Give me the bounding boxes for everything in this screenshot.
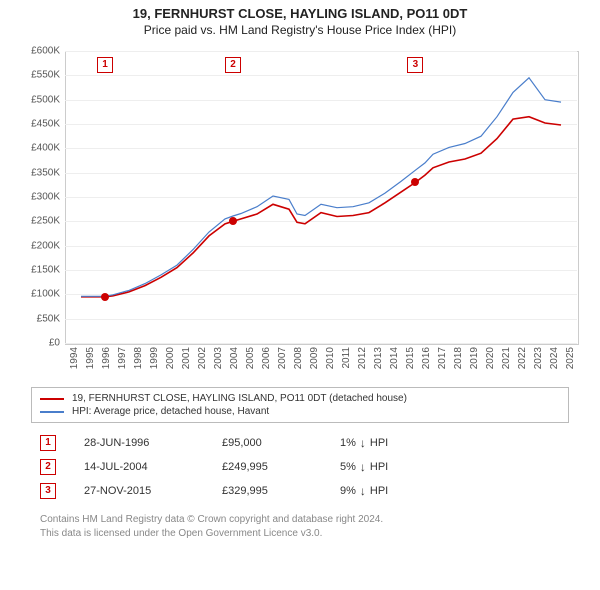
footnote-line2: This data is licensed under the Open Gov… <box>40 527 560 541</box>
x-tick-label: 2001 <box>181 347 192 377</box>
x-tick-label: 2005 <box>245 347 256 377</box>
x-tick-label: 2009 <box>309 347 320 377</box>
x-tick-label: 2006 <box>261 347 272 377</box>
x-tick-label: 2011 <box>341 347 352 377</box>
x-tick-label: 1994 <box>69 347 80 377</box>
x-tick-label: 2013 <box>373 347 384 377</box>
event-row: 3 27-NOV-2015 £329,995 9% ↓ HPI <box>40 479 560 503</box>
event-hpi: 5% ↓ HPI <box>340 460 388 474</box>
x-tick-label: 1997 <box>117 347 128 377</box>
x-tick-label: 1996 <box>101 347 112 377</box>
x-tick-label: 2016 <box>421 347 432 377</box>
legend-row: HPI: Average price, detached house, Hava… <box>40 405 560 418</box>
x-tick-label: 1998 <box>133 347 144 377</box>
legend-label: 19, FERNHURST CLOSE, HAYLING ISLAND, PO1… <box>72 393 407 404</box>
footnote: Contains HM Land Registry data © Crown c… <box>40 513 560 540</box>
event-date: 14-JUL-2004 <box>84 461 194 473</box>
event-row: 2 14-JUL-2004 £249,995 5% ↓ HPI <box>40 455 560 479</box>
event-hpi-suffix: HPI <box>370 485 388 497</box>
x-tick-label: 2024 <box>549 347 560 377</box>
legend-swatch <box>40 398 64 400</box>
series-hpi <box>81 78 561 296</box>
x-tick-label: 2017 <box>437 347 448 377</box>
arrow-down-icon: ↓ <box>360 484 366 498</box>
x-tick-label: 2000 <box>165 347 176 377</box>
event-date: 28-JUN-1996 <box>84 437 194 449</box>
chart-titles: 19, FERNHURST CLOSE, HAYLING ISLAND, PO1… <box>0 0 600 37</box>
event-price: £329,995 <box>222 485 312 497</box>
chart-marker-box: 3 <box>407 57 423 73</box>
x-tick-label: 2023 <box>533 347 544 377</box>
x-tick-label: 2018 <box>453 347 464 377</box>
x-tick-label: 2014 <box>389 347 400 377</box>
chart-area: £0£50K£100K£150K£200K£250K£300K£350K£400… <box>20 43 580 383</box>
footnote-line1: Contains HM Land Registry data © Crown c… <box>40 513 560 527</box>
x-tick-label: 1995 <box>85 347 96 377</box>
chart-marker-dot <box>101 293 109 301</box>
event-hpi: 1% ↓ HPI <box>340 436 388 450</box>
event-marker-box: 3 <box>40 483 56 499</box>
event-hpi: 9% ↓ HPI <box>340 484 388 498</box>
event-marker-box: 1 <box>40 435 56 451</box>
event-date: 27-NOV-2015 <box>84 485 194 497</box>
event-hpi-suffix: HPI <box>370 437 388 449</box>
x-tick-label: 2008 <box>293 347 304 377</box>
event-pct: 9% <box>340 485 356 497</box>
event-price: £95,000 <box>222 437 312 449</box>
chart-marker-box: 2 <box>225 57 241 73</box>
x-tick-label: 2022 <box>517 347 528 377</box>
series-price_paid <box>81 117 561 297</box>
chart-marker-dot <box>411 178 419 186</box>
title-main: 19, FERNHURST CLOSE, HAYLING ISLAND, PO1… <box>0 6 600 21</box>
event-hpi-suffix: HPI <box>370 461 388 473</box>
chart-marker-box: 1 <box>97 57 113 73</box>
x-tick-label: 2021 <box>501 347 512 377</box>
chart-marker-dot <box>229 217 237 225</box>
x-tick-label: 2015 <box>405 347 416 377</box>
arrow-down-icon: ↓ <box>360 460 366 474</box>
event-marker-box: 2 <box>40 459 56 475</box>
x-tick-label: 2020 <box>485 347 496 377</box>
x-tick-label: 2025 <box>565 347 576 377</box>
x-tick-label: 2007 <box>277 347 288 377</box>
legend-swatch <box>40 411 64 413</box>
x-tick-label: 2019 <box>469 347 480 377</box>
x-tick-label: 1999 <box>149 347 160 377</box>
legend-row: 19, FERNHURST CLOSE, HAYLING ISLAND, PO1… <box>40 392 560 405</box>
x-tick-label: 2003 <box>213 347 224 377</box>
x-tick-label: 2002 <box>197 347 208 377</box>
legend: 19, FERNHURST CLOSE, HAYLING ISLAND, PO1… <box>31 387 569 423</box>
event-price: £249,995 <box>222 461 312 473</box>
x-tick-label: 2012 <box>357 347 368 377</box>
x-tick-label: 2004 <box>229 347 240 377</box>
legend-label: HPI: Average price, detached house, Hava… <box>72 406 269 417</box>
event-pct: 1% <box>340 437 356 449</box>
event-pct: 5% <box>340 461 356 473</box>
event-row: 1 28-JUN-1996 £95,000 1% ↓ HPI <box>40 431 560 455</box>
event-table: 1 28-JUN-1996 £95,000 1% ↓ HPI 2 14-JUL-2004 £24… <box>40 431 560 503</box>
arrow-down-icon: ↓ <box>360 436 366 450</box>
x-tick-label: 2010 <box>325 347 336 377</box>
title-sub: Price paid vs. HM Land Registry's House … <box>0 23 600 37</box>
